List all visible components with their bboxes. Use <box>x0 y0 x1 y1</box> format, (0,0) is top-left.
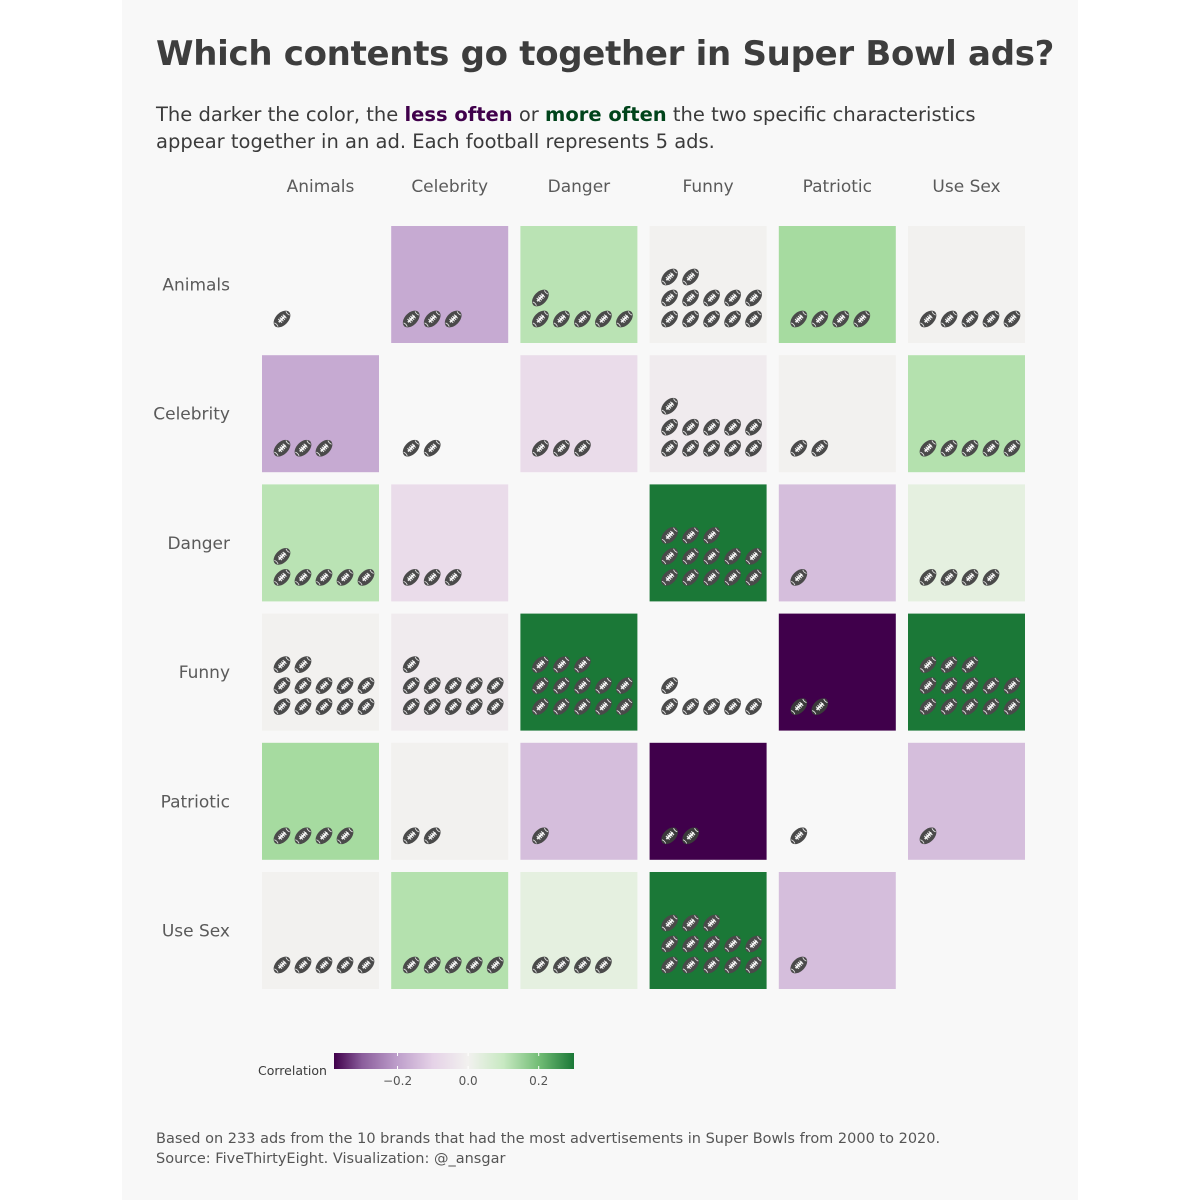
row-header: Animals <box>162 276 230 296</box>
heatmap-cell <box>908 742 1025 860</box>
heatmap-cells <box>262 226 1025 989</box>
heatmap-cell <box>778 226 896 343</box>
heatmap-cell <box>908 613 1025 731</box>
column-header: Funny <box>682 177 733 197</box>
heatmap-cell <box>391 613 509 731</box>
heatmap-cell <box>262 484 379 602</box>
column-headers: Animals Celebrity Danger Funny Patriotic Use … <box>287 177 1001 197</box>
subtitle-more-often: more often <box>545 103 667 126</box>
heatmap-cell <box>520 742 638 860</box>
heatmap-cell <box>391 742 509 860</box>
heatmap-cell <box>649 355 767 473</box>
subtitle-text-or: or <box>512 103 546 126</box>
legend-tick-label: 0.2 <box>529 1074 548 1088</box>
heatmap-cell <box>262 742 379 860</box>
heatmap-cell <box>520 613 638 731</box>
row-headers: Animals Celebrity Danger Funny Patriotic Use … <box>153 276 230 942</box>
heatmap-cell <box>908 226 1025 343</box>
heatmap-cell <box>659 675 764 717</box>
heatmap-cell <box>391 872 509 989</box>
subtitle-text-1: The darker the color, the <box>156 103 405 126</box>
heatmap-cell <box>788 825 809 846</box>
row-header: Funny <box>179 663 230 683</box>
heatmap-cell <box>649 484 767 602</box>
heatmap-cell <box>520 355 638 473</box>
column-header: Celebrity <box>411 177 488 197</box>
legend-tick-label: 0.0 <box>459 1074 478 1088</box>
subtitle-text-2: the two specific characteristics appear … <box>156 103 976 153</box>
column-header: Use Sex <box>932 177 1000 197</box>
row-header: Patriotic <box>161 792 230 812</box>
chart-caption: Based on 233 ads from the 10 brands that… <box>156 1129 940 1169</box>
football-icon <box>422 438 443 459</box>
football-icon <box>722 696 743 717</box>
heatmap-cell <box>262 872 379 989</box>
caption-line-1: Based on 233 ads from the 10 brands that… <box>156 1131 941 1147</box>
heatmap-cell <box>649 742 767 860</box>
legend-title: Correlation <box>258 1063 327 1078</box>
heatmap-cell <box>262 613 379 731</box>
heatmap-cell <box>391 484 509 602</box>
row-header: Danger <box>167 534 230 554</box>
color-legend: Correlation −0.2 0.0 0.2 <box>258 1053 574 1088</box>
column-header: Danger <box>548 177 611 197</box>
football-icon <box>701 696 722 717</box>
heatmap-cell <box>262 355 379 473</box>
column-header: Animals <box>287 177 355 197</box>
correlation-heatmap: Animals Celebrity Danger Funny Patriotic Use … <box>153 177 1025 1088</box>
heatmap-cell <box>520 226 638 343</box>
heatmap-cell <box>778 355 896 473</box>
subtitle-less-often: less often <box>404 103 513 126</box>
row-header: Celebrity <box>153 405 230 425</box>
chart-subtitle: The darker the color, the less often or … <box>156 101 1036 155</box>
heatmap-cell <box>908 355 1025 473</box>
heatmap-cell <box>401 438 443 459</box>
football-icon <box>659 675 680 696</box>
heatmap-cell <box>520 872 638 989</box>
football-icon <box>659 696 680 717</box>
heatmap-cell <box>778 613 896 731</box>
heatmap-cell <box>778 872 896 989</box>
legend-tick-label: −0.2 <box>383 1074 412 1088</box>
row-header: Use Sex <box>162 922 230 942</box>
heatmap-cell <box>649 872 767 989</box>
football-icon <box>272 309 292 329</box>
column-header: Patriotic <box>803 177 872 197</box>
chart-title: Which contents go together in Super Bowl… <box>156 34 1055 74</box>
football-icon <box>680 696 701 717</box>
heatmap-cell <box>391 226 509 343</box>
football-icon <box>401 438 422 459</box>
heatmap-cell <box>908 484 1025 602</box>
caption-line-2: Source: FiveThirtyEight. Visualization: … <box>156 1151 506 1167</box>
football-icon <box>743 696 764 717</box>
football-icon <box>788 825 809 846</box>
heatmap-cell <box>649 226 767 343</box>
heatmap-cell <box>778 484 896 602</box>
legend-colorbar <box>334 1053 574 1069</box>
heatmap-cell <box>272 309 292 329</box>
